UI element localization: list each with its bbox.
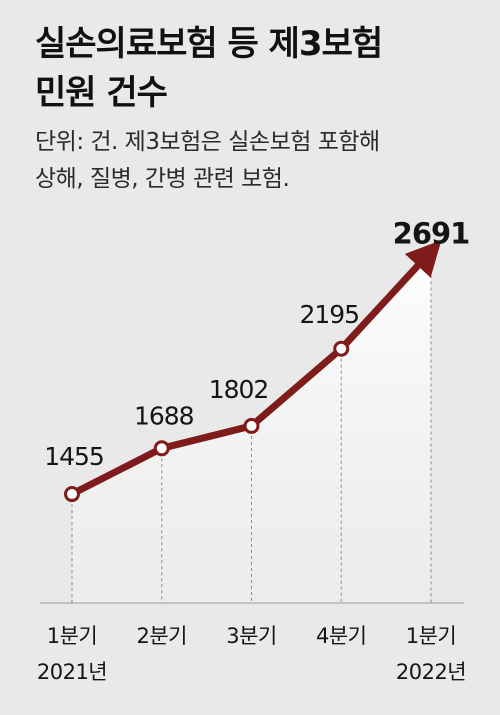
x-tick-label-4: 4분기 — [316, 624, 367, 648]
x-tick-label-5: 1분기 — [406, 624, 457, 648]
data-label-3: 1802 — [209, 375, 269, 404]
series-line-segment-4 — [337, 240, 442, 353]
data-point-2 — [153, 440, 170, 457]
chart-note-line-2: 상해, 질병, 간병 관련 보험. — [35, 166, 290, 192]
chart-axis-layer: 1분기 2분기 3분기 4분기 1분기 2021년 2022년 — [37, 602, 467, 684]
series-line-segment-2 — [158, 422, 255, 452]
chart-title-line-1: 실손의료보험 등 제3보험 — [35, 24, 383, 64]
data-label-4: 2195 — [299, 300, 359, 329]
chart-note: 단위: 건. 제3보험은 실손보험 포함해 상해, 질병, 간병 관련 보험. — [35, 124, 475, 198]
series-line-segment-3 — [248, 345, 345, 430]
data-point-1 — [64, 486, 80, 503]
data-label-5: 2691 — [393, 216, 470, 250]
x-year-label-1: 2021년 — [37, 660, 107, 684]
chart-guide-layer — [71, 263, 432, 603]
chart-line-layer — [68, 240, 442, 498]
chart-point-layer — [64, 340, 350, 503]
chart-title-line-2: 민원 건수 — [35, 73, 168, 113]
chart-note-line-1: 단위: 건. 제3보험은 실손보험 포함해 — [35, 129, 380, 155]
x-year-label-5: 2022년 — [396, 660, 466, 684]
data-point-4 — [333, 340, 350, 357]
data-label-2: 1688 — [134, 401, 194, 430]
data-point-3 — [243, 417, 260, 434]
x-tick-label-3: 3분기 — [226, 624, 277, 648]
chart-label-layer: 1455 1688 1802 2195 2691 — [44, 216, 470, 471]
x-tick-label-2: 2분기 — [136, 624, 187, 648]
x-tick-label-1: 1분기 — [47, 624, 98, 648]
chart-title: 실손의료보험 등 제3보험 민원 건수 — [35, 20, 475, 118]
data-label-1: 1455 — [44, 442, 104, 471]
series-line-segment-1 — [68, 444, 166, 498]
